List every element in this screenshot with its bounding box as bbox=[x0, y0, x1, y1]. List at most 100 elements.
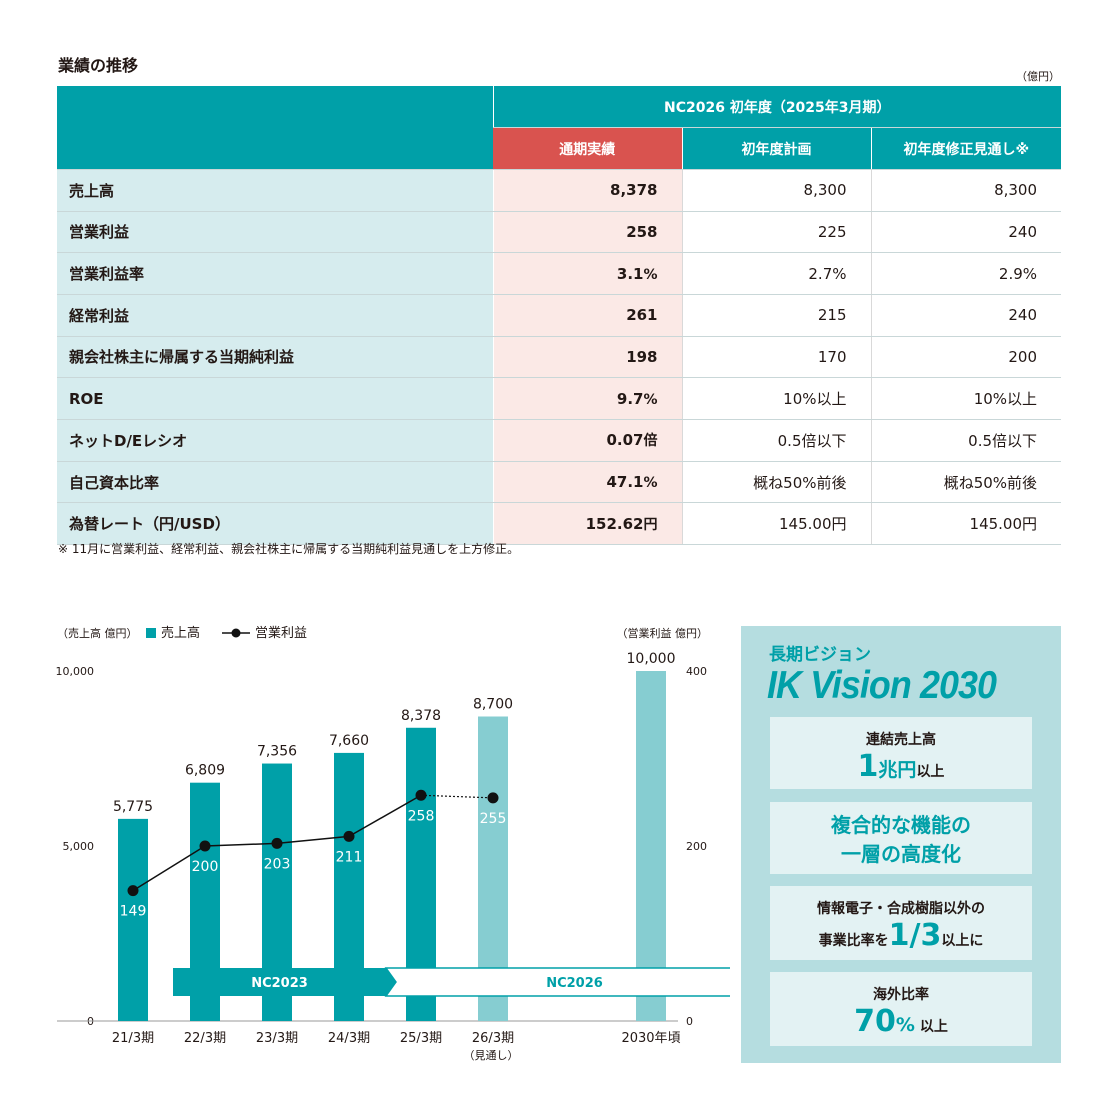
legend-line-marker bbox=[231, 628, 241, 638]
vision-box-big: 1/3 bbox=[888, 918, 942, 953]
actual-unit: % bbox=[643, 391, 658, 408]
left-axis-title: （売上高 億円） bbox=[57, 626, 138, 640]
vision-box-label: 海外比率 bbox=[873, 987, 929, 1003]
plan-value: 10%以上 bbox=[681, 377, 871, 420]
plan-value: 0.5倍以下 bbox=[681, 419, 871, 462]
x-category-label: 25/3期 bbox=[400, 1031, 442, 1046]
vision-box-mid: 兆円 bbox=[878, 759, 917, 781]
revised-value: 240 bbox=[870, 294, 1062, 337]
profit-value-label: 255 bbox=[480, 811, 507, 827]
vision-box-sales: 連結売上高 1兆円以上 bbox=[770, 717, 1032, 789]
x-category-sublabel: （見通し） bbox=[464, 1049, 519, 1062]
sales-bar bbox=[636, 671, 666, 1021]
unit-label: （億円） bbox=[1016, 70, 1060, 83]
legend-bar-label: 売上高 bbox=[161, 625, 200, 641]
plan-value: 225 bbox=[681, 211, 871, 254]
vision-box-post: 以上に bbox=[941, 933, 984, 949]
row-label: 親会社株主に帰属する当期純利益 bbox=[57, 336, 493, 379]
actual-number: 258 bbox=[626, 222, 658, 241]
table-row: ROE 9.7% 10%以上 10%以上 bbox=[57, 377, 1062, 420]
plan-value: 215 bbox=[681, 294, 871, 337]
plan-value: 145.00円 bbox=[681, 502, 871, 546]
revised-value: 8,300 bbox=[870, 169, 1062, 212]
profit-line-forecast bbox=[420, 794, 494, 799]
actual-number: 9.7 bbox=[616, 389, 644, 408]
vision-box-line2: 一層の高度化 bbox=[841, 842, 961, 866]
sales-value-label: 8,378 bbox=[401, 708, 441, 724]
x-category-label: 21/3期 bbox=[112, 1031, 154, 1046]
legend-bar-swatch bbox=[146, 628, 156, 638]
row-label: 自己資本比率 bbox=[57, 461, 493, 504]
sales-value-label: 5,775 bbox=[113, 799, 153, 815]
right-axis-title: （営業利益 億円） bbox=[617, 626, 709, 640]
row-label: ネットD/Eレシオ bbox=[57, 419, 493, 462]
row-label: 営業利益 bbox=[57, 211, 493, 254]
profit-value-label: 258 bbox=[408, 808, 435, 824]
right-tick-label: 200 bbox=[686, 840, 707, 853]
vision-box-mid: % bbox=[895, 1014, 915, 1036]
left-tick-label: 5,000 bbox=[63, 840, 95, 853]
header-blank bbox=[57, 86, 493, 170]
revised-value: 0.5倍以下 bbox=[870, 419, 1062, 462]
x-category-label: 23/3期 bbox=[256, 1031, 298, 1046]
plan-label-nc2026: NC2026 bbox=[546, 976, 603, 991]
actual-value: 9.7% bbox=[492, 377, 682, 420]
table-row: 為替レート（円/USD） 152.62円 145.00円 145.00円 bbox=[57, 502, 1062, 546]
profit-line-segment bbox=[276, 835, 350, 845]
actual-number: 152.62 bbox=[585, 514, 644, 533]
section-title: 業績の推移 bbox=[58, 56, 139, 75]
plan-arrow-nc2023 bbox=[173, 968, 396, 996]
sales-value-label: 7,356 bbox=[257, 744, 297, 760]
actual-value: 258 bbox=[492, 211, 682, 254]
vision-panel: 長期ビジョン IK Vision 2030 連結売上高 1兆円以上 複合的な機能… bbox=[741, 626, 1061, 1063]
profit-value-label: 203 bbox=[264, 856, 291, 872]
profit-point bbox=[487, 792, 499, 804]
revised-value: 240 bbox=[870, 211, 1062, 254]
plan-value: 8,300 bbox=[681, 169, 871, 212]
profit-value-label: 200 bbox=[192, 859, 219, 875]
actual-value: 47.1% bbox=[492, 461, 682, 504]
vision-box-small: 以上 bbox=[914, 1019, 948, 1035]
revised-value: 145.00円 bbox=[870, 502, 1062, 546]
actual-number: 198 bbox=[626, 347, 658, 366]
vision-box-label: 連結売上高 bbox=[866, 732, 936, 748]
right-tick-label: 0 bbox=[686, 1015, 693, 1028]
table-row: ネットD/Eレシオ 0.07倍 0.5倍以下 0.5倍以下 bbox=[57, 419, 1062, 462]
actual-value: 0.07倍 bbox=[492, 419, 682, 462]
actual-value: 261 bbox=[492, 294, 682, 337]
actual-value: 8,378 bbox=[492, 169, 682, 212]
col-header-plan: 初年度計画 bbox=[681, 127, 871, 170]
profit-line-segment bbox=[132, 845, 206, 892]
row-label: 経常利益 bbox=[57, 294, 493, 337]
vision-box-overseas: 海外比率 70% 以上 bbox=[770, 972, 1032, 1046]
actual-number: 3.1 bbox=[616, 264, 644, 283]
row-label: 為替レート（円/USD） bbox=[57, 502, 493, 546]
plan-value: 2.7% bbox=[681, 252, 871, 295]
actual-value: 198 bbox=[492, 336, 682, 379]
vision-title: IK Vision 2030 bbox=[767, 664, 997, 707]
sales-value-label: 8,700 bbox=[473, 697, 513, 713]
sales-value-label: 10,000 bbox=[627, 651, 676, 667]
legend-line-label: 営業利益 bbox=[255, 625, 307, 641]
group-header: NC2026 初年度（2025年3月期） bbox=[492, 86, 1062, 129]
actual-unit: 円 bbox=[643, 516, 658, 533]
actual-number: 47.1 bbox=[606, 473, 644, 492]
vision-box-small: 以上 bbox=[916, 764, 945, 780]
revised-value: 概ね50%前後 bbox=[870, 461, 1062, 504]
sales-value-label: 6,809 bbox=[185, 763, 225, 779]
profit-line-segment bbox=[348, 794, 422, 838]
sales-bar bbox=[118, 818, 148, 1021]
x-category-label: 2030年頃 bbox=[621, 1031, 680, 1046]
table-row: 営業利益 258 225 240 bbox=[57, 211, 1062, 254]
table-row: 経常利益 261 215 240 bbox=[57, 294, 1062, 337]
table-row: 自己資本比率 47.1% 概ね50%前後 概ね50%前後 bbox=[57, 461, 1062, 504]
revised-value: 10%以上 bbox=[870, 377, 1062, 420]
profit-point bbox=[127, 885, 139, 897]
col-header-revised: 初年度修正見通し※ bbox=[870, 127, 1062, 170]
revised-value: 2.9% bbox=[870, 252, 1062, 295]
table-row: 営業利益率 3.1% 2.7% 2.9% bbox=[57, 252, 1062, 295]
actual-unit: % bbox=[643, 475, 658, 492]
x-category-label: 22/3期 bbox=[184, 1031, 226, 1046]
revised-value: 200 bbox=[870, 336, 1062, 379]
row-label: 売上高 bbox=[57, 169, 493, 212]
